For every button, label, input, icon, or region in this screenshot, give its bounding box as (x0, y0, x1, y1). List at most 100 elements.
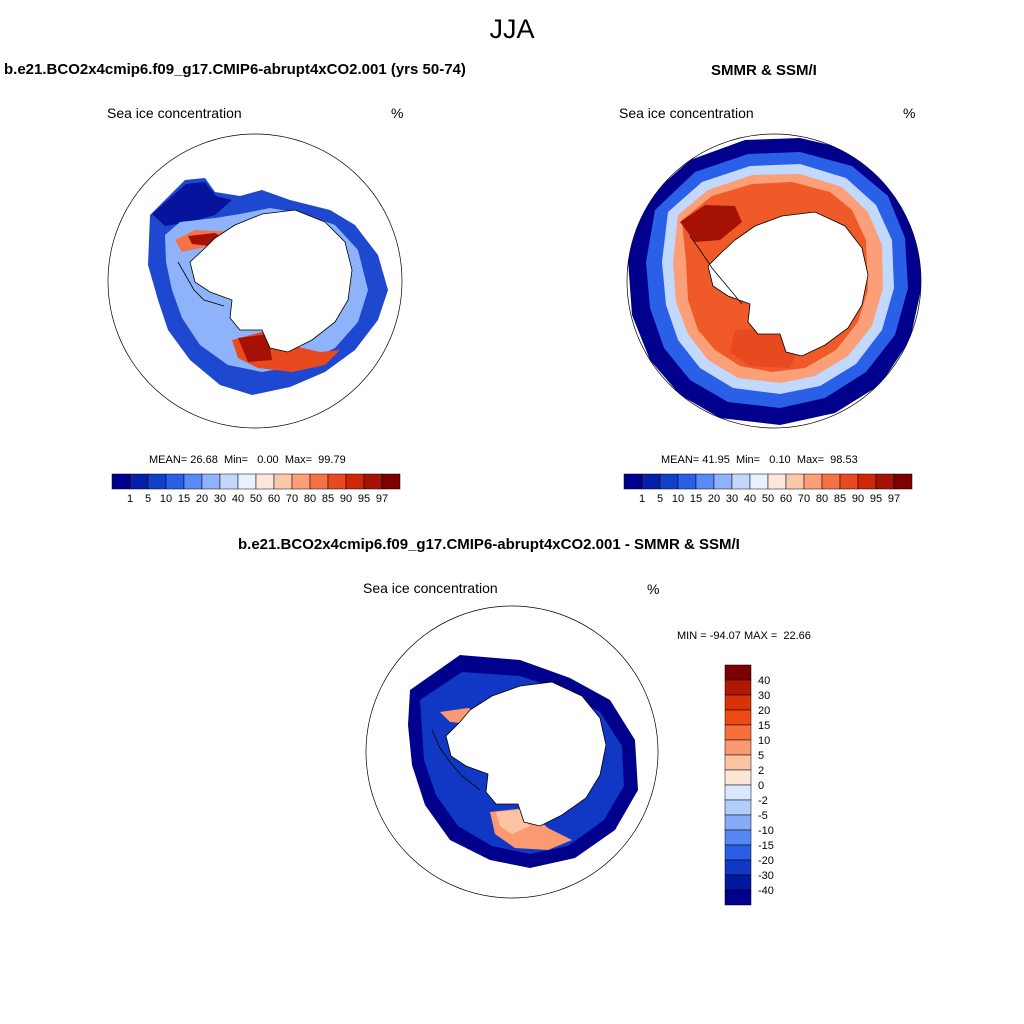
obs-colorbar-tick-label: 85 (834, 493, 846, 505)
obs-colorbar-tick-label: 5 (657, 493, 663, 505)
model-units-label: % (391, 105, 404, 121)
diff-colorbar-tick-label: -30 (758, 870, 774, 882)
obs-colorbar-swatch (839, 473, 859, 490)
obs-colorbar-tick-label: 97 (888, 493, 900, 505)
diff-colorbar-swatch (724, 739, 752, 756)
model-mean: 26.68 (190, 454, 218, 466)
obs-colorbar-tick-label: 20 (708, 493, 720, 505)
model-colorbar-tick-label: 15 (178, 493, 190, 505)
obs-colorbar-tick-label: 50 (762, 493, 774, 505)
diff-colorbar-tick-label: -40 (758, 885, 774, 897)
model-colorbar-tick-label: 60 (268, 493, 280, 505)
model-variable-label: Sea ice concentration (107, 105, 242, 121)
obs-colorbar-tick-label: 60 (780, 493, 792, 505)
obs-min: 0.10 (769, 454, 791, 466)
model-colorbar-swatch (111, 473, 131, 490)
model-colorbar-swatch (273, 473, 293, 490)
diff-colorbar-tick-label: 20 (758, 705, 770, 717)
model-colorbar-tick-label: 40 (232, 493, 244, 505)
obs-panel-title: SMMR & SSM/I (711, 62, 817, 79)
diff-colorbar-tick-label: -15 (758, 840, 774, 852)
obs-colorbar-swatch (695, 473, 715, 490)
diff-variable-label: Sea ice concentration (363, 580, 498, 596)
diff-colorbar-tick-label: 30 (758, 690, 770, 702)
obs-max: 98.53 (830, 454, 858, 466)
obs-antarctica (707, 211, 869, 357)
diff-colorbar-tick-label: 15 (758, 720, 770, 732)
diff-colorbar-swatch (724, 889, 752, 906)
obs-colorbar-swatch (731, 473, 751, 490)
obs-colorbar-tick-label: 95 (870, 493, 882, 505)
obs-colorbar: 1 5 10 15 20 30 40 50 60 70 80 85 90 95 97 (623, 473, 913, 505)
model-colorbar-swatch (345, 473, 365, 490)
obs-stats: MEAN= 41.95 Min= 0.10 Max= 98.53 (661, 454, 858, 466)
model-colorbar-tick-label: 50 (250, 493, 262, 505)
model-colorbar-swatch (327, 473, 347, 490)
obs-colorbar-tick-label: 40 (744, 493, 756, 505)
model-colorbar-swatch (255, 473, 275, 490)
obs-colorbar-swatch (713, 473, 733, 490)
model-colorbar-tick-label: 80 (304, 493, 316, 505)
obs-units-label: % (903, 105, 916, 121)
model-colorbar-tick-label: 85 (322, 493, 334, 505)
model-max: 99.79 (318, 454, 346, 466)
obs-colorbar-swatch (623, 473, 643, 490)
model-colorbar-tick-label: 95 (358, 493, 370, 505)
model-colorbar-tick-label: 1 (127, 493, 133, 505)
model-panel-title: b.e21.BCO2x4cmip6.f09_g17.CMIP6-abrupt4x… (4, 61, 466, 78)
model-colorbar-swatch (201, 473, 221, 490)
obs-colorbar-tick-label: 70 (798, 493, 810, 505)
diff-colorbar-tick-label: 2 (758, 765, 764, 777)
model-min: 0.00 (257, 454, 279, 466)
obs-map (626, 133, 922, 429)
diff-colorbar-swatch (724, 754, 752, 771)
obs-colorbar-swatch (821, 473, 841, 490)
diff-colorbar-tick-label: 0 (758, 780, 764, 792)
model-colorbar-swatch (219, 473, 239, 490)
model-ross-peak (238, 334, 272, 362)
model-ice-deep (152, 182, 232, 226)
model-colorbar-swatch (183, 473, 203, 490)
model-stats: MEAN= 26.68 Min= 0.00 Max= 99.79 (149, 454, 346, 466)
model-colorbar-swatch (165, 473, 185, 490)
obs-colorbar-tick-label: 90 (852, 493, 864, 505)
diff-colorbar-swatch (724, 799, 752, 816)
obs-colorbar-swatch (659, 473, 679, 490)
diff-panel-title: b.e21.BCO2x4cmip6.f09_g17.CMIP6-abrupt4x… (238, 536, 740, 553)
diff-colorbar-swatch (724, 694, 752, 711)
obs-colorbar-tick-label: 30 (726, 493, 738, 505)
obs-colorbar-swatch (767, 473, 787, 490)
model-colorbar-tick-label: 5 (145, 493, 151, 505)
diff-colorbar-swatch (724, 769, 752, 786)
model-map (107, 133, 403, 429)
figure-title: JJA (489, 14, 535, 44)
diff-colorbar-swatch (724, 844, 752, 861)
model-colorbar-tick-label: 10 (160, 493, 172, 505)
diff-map (365, 605, 659, 899)
model-colorbar-tick-label: 90 (340, 493, 352, 505)
diff-colorbar-tick-label: 10 (758, 735, 770, 747)
diff-colorbar-swatch (724, 709, 752, 726)
obs-colorbar-swatch (785, 473, 805, 490)
obs-colorbar-swatch (803, 473, 823, 490)
model-antarctica (189, 209, 353, 353)
diff-units-label: % (647, 581, 660, 597)
diff-colorbar-swatch (724, 784, 752, 801)
diff-gain-ross-light (496, 810, 530, 834)
model-colorbar-swatch (129, 473, 149, 490)
diff-colorbar-tick-label: -10 (758, 825, 774, 837)
obs-colorbar-tick-label: 15 (690, 493, 702, 505)
obs-weddell-peak (680, 205, 742, 242)
obs-colorbar-tick-label: 10 (672, 493, 684, 505)
model-colorbar-tick-label: 97 (376, 493, 388, 505)
diff-colorbar-tick-label: -2 (758, 795, 768, 807)
model-colorbar-tick-label: 20 (196, 493, 208, 505)
diff-colorbar-swatch (724, 724, 752, 741)
model-colorbar-swatch (381, 473, 401, 490)
obs-colorbar-tick-label: 1 (639, 493, 645, 505)
model-colorbar-swatch (291, 473, 311, 490)
diff-minmax: MIN = -94.07 MAX = 22.66 (677, 630, 811, 642)
obs-colorbar-swatch (875, 473, 895, 490)
